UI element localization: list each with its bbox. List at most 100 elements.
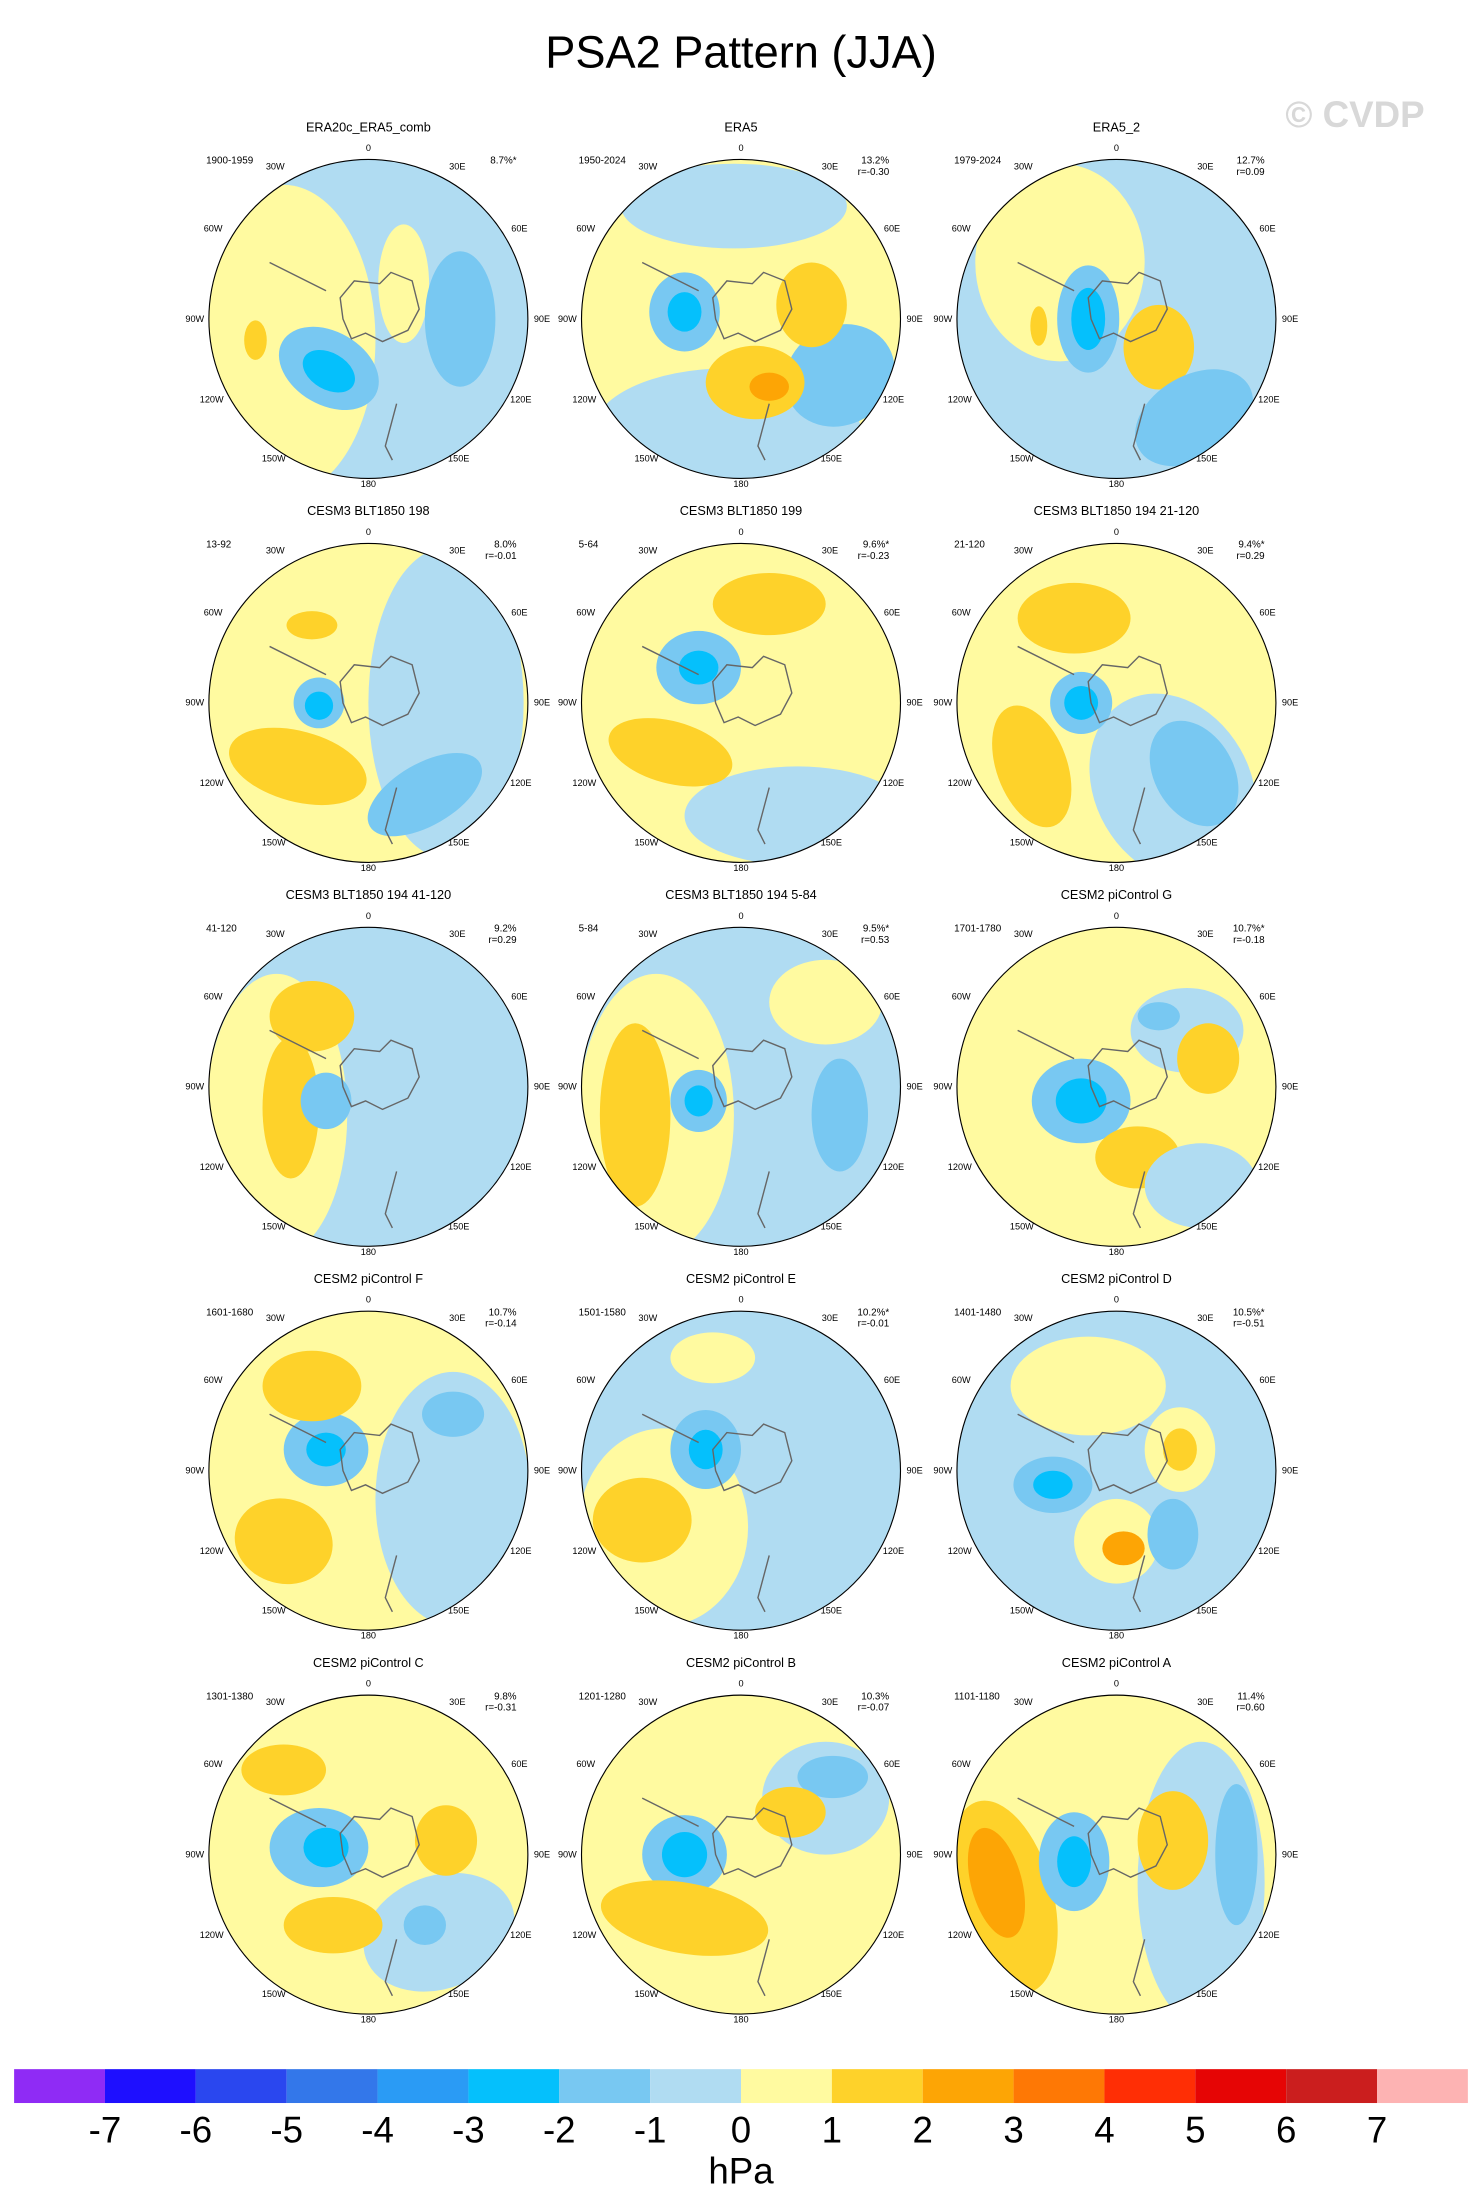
longitude-label: 90E [534,314,550,324]
longitude-label: 150E [448,454,469,464]
longitude-label: 90W [558,1082,577,1092]
longitude-label: 90W [558,1466,577,1476]
map-background [581,1695,901,2015]
longitude-label: 120W [200,778,224,788]
panel-period: 1501-1580 [579,1307,627,1318]
contour-region [599,1023,671,1207]
contour-region [678,650,719,685]
panel-title: CESM3 BLT1850 194 41-120 [286,888,452,902]
longitude-label: 0 [1114,527,1119,537]
contour-region [269,980,355,1052]
contour-region [1137,1791,1209,1890]
panel-period: 1950-2024 [579,156,627,167]
longitude-label: 90E [534,698,550,708]
map-border [580,926,902,1247]
longitude-label: 30W [1014,1697,1033,1707]
contour-region [769,959,883,1045]
contour-region [1071,287,1106,351]
contour-region [600,1880,769,1956]
longitude-label: 30E [1197,545,1213,555]
longitude-label: 60E [1259,991,1275,1001]
longitude-label: 30E [822,929,838,939]
longitude-label: 60E [884,991,900,1001]
panel-variance: 10.5%* [1233,1307,1265,1318]
longitude-label: 60E [511,1375,527,1385]
contour-region [797,1755,869,1799]
panel-title: CESM2 piControl C [313,1656,424,1670]
map-border [956,1694,1277,2015]
longitude-label: 90E [906,1466,922,1476]
contour-region [1064,685,1099,720]
contour-region [661,1832,708,1878]
colorbar-tick-label: -3 [452,2110,485,2151]
longitude-label: 90W [558,698,577,708]
longitude-label: 30E [822,161,838,171]
panel-period: 21-120 [954,540,985,551]
contour-region [403,1905,447,1945]
longitude-label: 120W [948,778,972,788]
panel-variance: 12.7% [1237,156,1265,167]
panel-correlation: r=0.53 [861,935,890,946]
longitude-label: 30E [1197,1313,1213,1323]
map-panel [581,1695,901,2015]
longitude-label: 150W [1010,454,1034,464]
contour-region [621,163,847,249]
longitude-label: 90W [185,1466,204,1476]
longitude-label: 150W [262,1989,286,1999]
longitude-label: 90W [933,698,952,708]
longitude-label: 60W [576,991,595,1001]
longitude-label: 120E [883,1546,904,1556]
coastline [1017,1413,1169,1613]
panel-variance: 9.8% [494,1691,517,1702]
longitude-label: 150E [1196,1605,1217,1615]
contour-region [967,1827,1026,1938]
colorbar-tick-label: 6 [1276,2110,1296,2151]
coastline [269,261,420,461]
longitude-label: 30W [266,545,285,555]
longitude-label: 120E [1258,778,1279,788]
contour-region [776,262,847,348]
panel-period: 5-84 [579,924,599,935]
longitude-label: 0 [738,527,743,537]
panel-variance: 9.4%* [1238,540,1264,551]
longitude-label: 180 [361,1247,376,1257]
longitude-label: 60W [204,1375,223,1385]
longitude-label: 60E [1259,607,1275,617]
longitude-label: 120E [1258,1930,1279,1940]
panel-correlation: r=-0.31 [485,1703,517,1714]
longitude-label: 180 [733,2015,748,2025]
panel-period: 1979-2024 [954,156,1002,167]
panel-title: ERA5 [724,120,757,134]
panel-title: CESM2 piControl E [686,1272,796,1286]
longitude-label: 180 [1109,1247,1124,1257]
panel-title: CESM2 piControl D [1061,1272,1172,1286]
colorbar-tick-label: 2 [913,2110,933,2151]
contour-region [1215,1784,1258,1926]
longitude-label: 90E [534,1082,550,1092]
longitude-label: 150W [262,1221,286,1231]
longitude-label: 60W [204,607,223,617]
contour-region [1102,1531,1145,1566]
longitude-label: 120W [572,394,596,404]
longitude-label: 90E [1282,1849,1298,1859]
longitude-label: 150E [821,837,842,847]
longitude-label: 0 [1114,1295,1119,1305]
map-panel [208,1695,528,2015]
longitude-label: 90W [558,314,577,324]
longitude-label: 150W [262,837,286,847]
panel-period: 1301-1380 [206,1691,254,1702]
colorbar-tick-label: 5 [1185,2110,1205,2151]
map-panel [956,1311,1276,1631]
panel-period: 1101-1180 [954,1691,1000,1702]
map-panel [956,927,1276,1247]
map-panel [208,543,528,863]
panel-title: CESM2 piControl A [1062,1656,1172,1670]
contour-region [1147,1498,1199,1570]
panel-variance: 11.4% [1237,1691,1264,1702]
contour-region [670,1332,756,1384]
map-border [956,1310,1277,1631]
coastline [1017,261,1169,461]
longitude-label: 60W [204,991,223,1001]
colorbar-tick-label: 7 [1367,2110,1387,2151]
